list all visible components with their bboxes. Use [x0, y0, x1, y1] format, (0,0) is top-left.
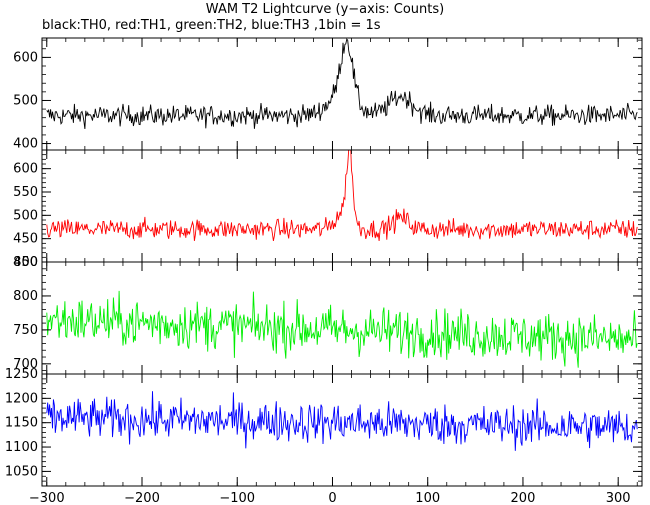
series-line-th0	[46, 38, 638, 130]
y-tick-label: 450	[13, 232, 38, 247]
y-tick-label: 1200	[5, 391, 38, 406]
y-tick-label: 400	[13, 255, 38, 270]
y-tick-label: 550	[13, 185, 38, 200]
chart-title: WAM T2 Lightcurve (y−axis: Counts)	[205, 2, 445, 17]
y-tick-label: 800	[13, 289, 38, 304]
y-tick-label: 1250	[5, 367, 38, 382]
x-tick-label: 0	[328, 491, 336, 505]
y-tick-label: 1150	[5, 416, 38, 431]
y-tick-label: 400	[13, 137, 38, 152]
y-tick-label: 500	[13, 93, 38, 108]
x-tick-label: 300	[606, 491, 631, 505]
panel-frame-4	[41, 373, 643, 487]
y-tick-label: 600	[13, 50, 38, 65]
series-line-th3	[46, 391, 638, 451]
y-tick-label: 750	[13, 323, 38, 338]
x-tick-label: 100	[415, 491, 440, 505]
x-tick-label: −100	[219, 491, 255, 505]
y-tick-label: 600	[13, 162, 38, 177]
x-tick-label: −300	[29, 491, 65, 505]
series-line-th1	[46, 150, 638, 242]
y-tick-label: 850	[13, 255, 38, 270]
y-tick-label: 1050	[5, 464, 38, 479]
chart-subtitle: black:TH0, red:TH1, green:TH2, blue:TH3 …	[42, 18, 381, 33]
x-tick-label: −200	[124, 491, 160, 505]
x-tick-label: 200	[511, 491, 536, 505]
y-tick-label: 1100	[5, 440, 38, 455]
y-tick-label: 700	[13, 357, 38, 372]
series-line-th2	[46, 290, 638, 368]
y-tick-label: 500	[13, 208, 38, 223]
